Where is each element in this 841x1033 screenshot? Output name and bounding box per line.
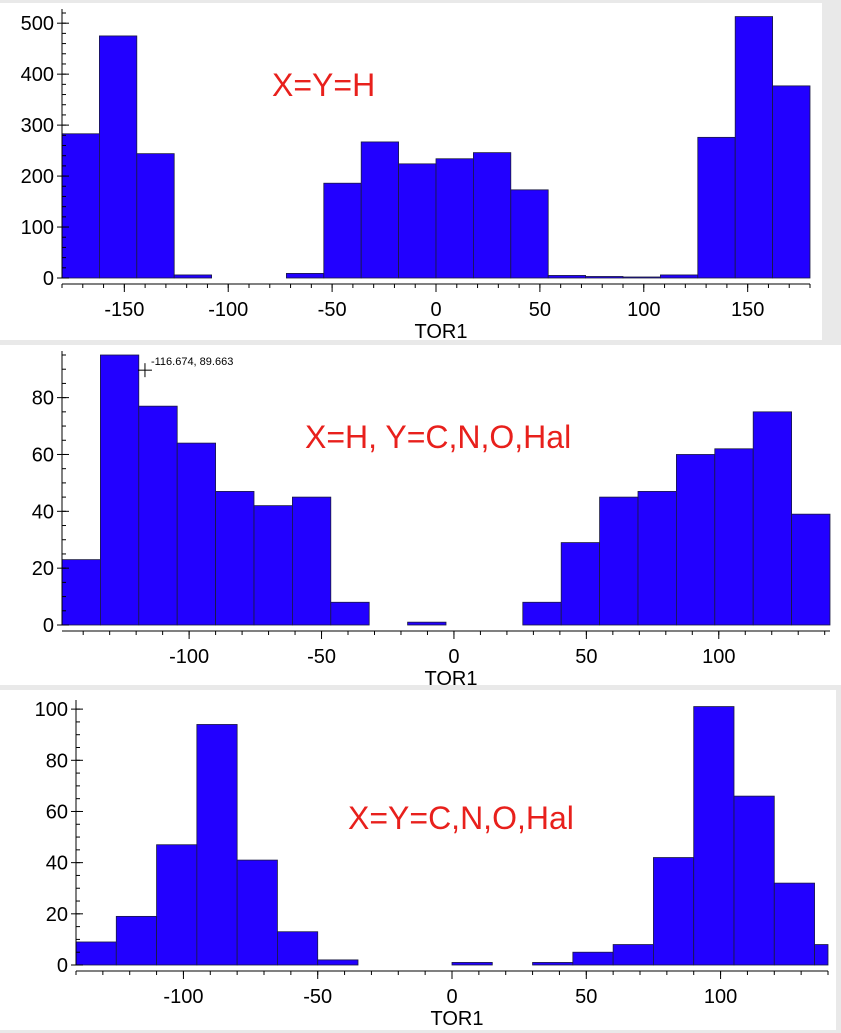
- histogram-bar: [752, 411, 793, 626]
- histogram-bar: [599, 496, 639, 626]
- y-tick-label: 20: [32, 558, 54, 580]
- y-tick-label: 400: [21, 64, 54, 86]
- x-tick-label: 50: [575, 646, 597, 668]
- histogram-bar: [330, 601, 370, 626]
- histogram-bar: [791, 513, 831, 626]
- histogram-bar: [156, 844, 198, 966]
- histogram-bar: [253, 505, 293, 626]
- x-tick-label: 50: [529, 299, 551, 321]
- histogram-bar: [697, 136, 736, 279]
- y-tick-label: 0: [57, 955, 68, 977]
- histogram-bar: [572, 951, 614, 966]
- x-tick-label: 0: [448, 646, 459, 668]
- y-tick-label: 40: [32, 501, 54, 523]
- x-axis-title: TOR1: [431, 1008, 484, 1030]
- y-tick-label: 200: [21, 166, 54, 188]
- histogram-bar: [585, 276, 624, 279]
- histogram-bar: [734, 16, 774, 279]
- x-tick-label: 100: [704, 986, 737, 1008]
- histogram-bar: [61, 133, 100, 279]
- x-axis-title: TOR1: [425, 668, 478, 690]
- x-tick-label: 0: [430, 299, 441, 321]
- histogram-bar: [772, 85, 811, 279]
- y-tick-label: 100: [35, 699, 68, 721]
- histogram-bar: [215, 491, 255, 626]
- x-tick-label: -100: [163, 986, 203, 1008]
- histogram-chart-2: 0 20 40 60 80 -100 -50 0 50 100 TOR1 -116.674, 89.6…: [32, 351, 831, 690]
- x-tick-label: 100: [627, 299, 660, 321]
- y-tick-label: 0: [43, 615, 54, 637]
- histogram-bar: [451, 962, 493, 966]
- annotation-label-2: X=H, Y=C,N,O,Hal: [305, 419, 572, 455]
- y-tick-label: 20: [46, 904, 68, 926]
- histogram-bar: [472, 152, 512, 279]
- annotation-label-3: X=Y=C,N,O,Hal: [348, 800, 574, 836]
- histogram-bar: [360, 141, 400, 279]
- histogram-bar: [277, 931, 319, 966]
- y-tick-label: 60: [32, 444, 54, 466]
- histogram-panel-1: 0 100 200 300 400 500 -150 -100 -50 0 50 100 150 TOR1…: [0, 3, 822, 343]
- histogram-bar: [176, 442, 216, 626]
- x-tick-label: -50: [303, 986, 332, 1008]
- histogram-bar: [560, 542, 601, 626]
- x-tick-label: 0: [446, 986, 457, 1008]
- histogram-panel-3: 0 20 40 60 80 100 -100 -50 0 50 100 TOR1 X=Y=C,N,O,…: [0, 690, 836, 1030]
- y-tick-label: 0: [43, 268, 54, 290]
- y-tick-label: 500: [21, 13, 54, 35]
- histogram-bar: [653, 857, 695, 966]
- histogram-bar: [173, 274, 212, 279]
- histogram-bar: [435, 158, 474, 279]
- histogram-bar: [733, 795, 775, 966]
- histogram-bar: [115, 915, 157, 966]
- x-tick-label: 100: [702, 646, 735, 668]
- histogram-bar: [693, 706, 735, 966]
- y-tick-label: 100: [21, 217, 54, 239]
- histogram-chart-1: 0 100 200 300 400 500 -150 -100 -50 0 50 100 150 TOR1: [21, 9, 811, 343]
- histogram-bar: [532, 962, 574, 966]
- histogram-bar: [236, 859, 278, 966]
- x-tick-label: -50: [307, 646, 336, 668]
- histogram-bar: [637, 491, 677, 626]
- histogram-chart-3: 0 20 40 60 80 100 -100 -50 0 50 100 TOR1: [35, 699, 829, 1030]
- histogram-bar: [196, 724, 238, 966]
- y-tick-label: 300: [21, 115, 54, 137]
- histogram-bar: [136, 153, 175, 279]
- x-tick-label: -150: [104, 299, 144, 321]
- histogram-bar: [317, 959, 359, 966]
- histogram-bar: [99, 35, 138, 279]
- histogram-bar: [660, 274, 699, 279]
- histogram-bar: [510, 189, 549, 279]
- histogram-bar: [407, 621, 447, 626]
- histogram-bar: [814, 944, 829, 966]
- histogram-bar: [522, 601, 562, 626]
- histogram-bar: [138, 405, 178, 626]
- histogram-bar: [285, 273, 325, 279]
- histogram-bar: [61, 559, 101, 626]
- histogram-bar: [612, 944, 654, 966]
- cursor-coordinate-readout: -116.674, 89.663: [151, 356, 233, 368]
- histogram-bar: [291, 496, 332, 626]
- histogram-panel-2: 0 20 40 60 80 -100 -50 0 50 100 TOR1 -116.674, 89.6…: [0, 345, 841, 690]
- histogram-bar: [622, 276, 661, 279]
- x-tick-label: -100: [169, 646, 209, 668]
- histogram-bar: [547, 275, 587, 279]
- histogram-bar: [398, 163, 437, 279]
- x-tick-label: -100: [208, 299, 248, 321]
- x-tick-label: 150: [731, 299, 764, 321]
- x-tick-label: -50: [318, 299, 347, 321]
- histogram-bar: [773, 882, 815, 966]
- annotation-label-1: X=Y=H: [272, 67, 376, 103]
- histogram-bar: [100, 354, 140, 626]
- histogram-bar: [75, 941, 117, 966]
- x-tick-label: 50: [575, 986, 597, 1008]
- y-tick-label: 40: [46, 853, 68, 875]
- y-tick-label: 60: [46, 801, 68, 823]
- y-tick-label: 80: [46, 750, 68, 772]
- x-axis-title: TOR1: [415, 321, 468, 343]
- histogram-bar: [323, 182, 362, 279]
- histogram-bar: [714, 448, 754, 626]
- histogram-bar: [676, 454, 716, 626]
- y-tick-label: 80: [32, 388, 54, 410]
